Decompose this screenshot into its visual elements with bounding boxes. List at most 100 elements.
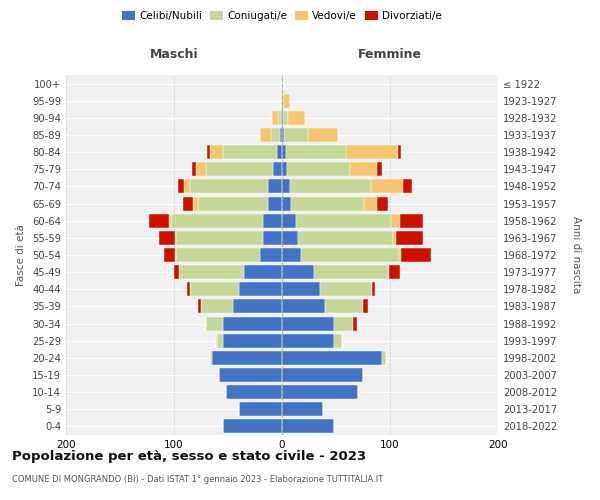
Bar bbox=[308, 128, 338, 142]
Bar bbox=[176, 231, 263, 245]
Bar bbox=[159, 231, 175, 245]
Bar bbox=[193, 162, 196, 176]
Bar bbox=[397, 231, 424, 245]
Bar bbox=[209, 145, 223, 159]
Legend: Celibi/Nubili, Coniugati/e, Vedovi/e, Divorziati/e: Celibi/Nubili, Coniugati/e, Vedovi/e, Di… bbox=[119, 8, 445, 24]
Bar bbox=[206, 316, 223, 330]
Bar bbox=[274, 162, 282, 176]
Bar bbox=[239, 402, 282, 416]
Bar bbox=[271, 128, 280, 142]
Bar bbox=[377, 162, 382, 176]
Bar bbox=[371, 282, 375, 296]
Bar bbox=[175, 231, 176, 245]
Bar bbox=[179, 265, 244, 279]
Bar bbox=[223, 316, 282, 330]
Bar bbox=[174, 265, 179, 279]
Bar bbox=[278, 111, 281, 125]
Bar bbox=[149, 214, 169, 228]
Bar bbox=[272, 111, 278, 125]
Bar bbox=[164, 248, 175, 262]
Bar bbox=[393, 231, 397, 245]
Bar bbox=[382, 351, 386, 365]
Bar bbox=[282, 162, 287, 176]
Bar bbox=[282, 300, 325, 314]
Bar bbox=[175, 248, 176, 262]
Bar bbox=[284, 94, 290, 108]
Bar bbox=[196, 162, 206, 176]
Bar bbox=[198, 300, 201, 314]
Bar bbox=[281, 94, 282, 108]
Bar bbox=[282, 420, 334, 434]
Bar bbox=[281, 111, 282, 125]
Bar bbox=[184, 180, 190, 194]
Bar bbox=[169, 214, 171, 228]
Bar bbox=[282, 248, 301, 262]
Bar bbox=[314, 265, 388, 279]
Bar bbox=[325, 300, 363, 314]
Bar bbox=[201, 300, 233, 314]
Bar bbox=[286, 145, 346, 159]
Bar bbox=[350, 162, 377, 176]
Y-axis label: Fasce di età: Fasce di età bbox=[16, 224, 26, 286]
Bar bbox=[263, 231, 282, 245]
Bar bbox=[282, 111, 283, 125]
Bar bbox=[282, 76, 283, 90]
Bar bbox=[282, 316, 334, 330]
Bar bbox=[282, 282, 320, 296]
Bar bbox=[263, 214, 282, 228]
Bar bbox=[171, 214, 263, 228]
Bar bbox=[176, 248, 260, 262]
Bar bbox=[277, 145, 282, 159]
Bar bbox=[298, 231, 393, 245]
Bar bbox=[198, 196, 268, 210]
Bar bbox=[403, 180, 412, 194]
Bar bbox=[282, 180, 290, 194]
Bar bbox=[282, 196, 290, 210]
Bar bbox=[391, 214, 400, 228]
Text: Popolazione per età, sesso e stato civile - 2023: Popolazione per età, sesso e stato civil… bbox=[12, 450, 366, 463]
Bar bbox=[282, 368, 363, 382]
Bar bbox=[193, 196, 198, 210]
Bar bbox=[364, 196, 377, 210]
Bar bbox=[401, 248, 431, 262]
Bar bbox=[389, 265, 400, 279]
Bar bbox=[334, 334, 343, 347]
Bar bbox=[260, 248, 282, 262]
Bar bbox=[377, 196, 388, 210]
Bar bbox=[220, 368, 282, 382]
Bar bbox=[282, 265, 314, 279]
Bar bbox=[212, 351, 282, 365]
Bar bbox=[223, 420, 282, 434]
Bar bbox=[190, 180, 268, 194]
Bar bbox=[206, 162, 274, 176]
Bar bbox=[287, 162, 350, 176]
Bar bbox=[283, 111, 289, 125]
Bar bbox=[388, 265, 389, 279]
Bar bbox=[398, 145, 401, 159]
Bar bbox=[216, 334, 217, 347]
Bar bbox=[353, 316, 356, 330]
Bar bbox=[260, 128, 271, 142]
Bar bbox=[398, 248, 401, 262]
Bar bbox=[209, 351, 212, 365]
Bar bbox=[346, 145, 398, 159]
Bar bbox=[226, 385, 282, 399]
Bar bbox=[289, 111, 305, 125]
Bar bbox=[282, 231, 298, 245]
Bar bbox=[371, 180, 403, 194]
Bar bbox=[290, 180, 371, 194]
Bar bbox=[363, 300, 368, 314]
Bar bbox=[290, 196, 364, 210]
Bar bbox=[190, 282, 239, 296]
Bar bbox=[223, 334, 282, 347]
Bar bbox=[233, 300, 282, 314]
Bar bbox=[282, 214, 296, 228]
Bar bbox=[282, 145, 286, 159]
Bar bbox=[282, 94, 284, 108]
Bar bbox=[301, 248, 398, 262]
Y-axis label: Anni di nascita: Anni di nascita bbox=[571, 216, 581, 294]
Text: Maschi: Maschi bbox=[149, 48, 199, 62]
Bar bbox=[268, 196, 282, 210]
Bar bbox=[282, 128, 284, 142]
Bar bbox=[208, 145, 209, 159]
